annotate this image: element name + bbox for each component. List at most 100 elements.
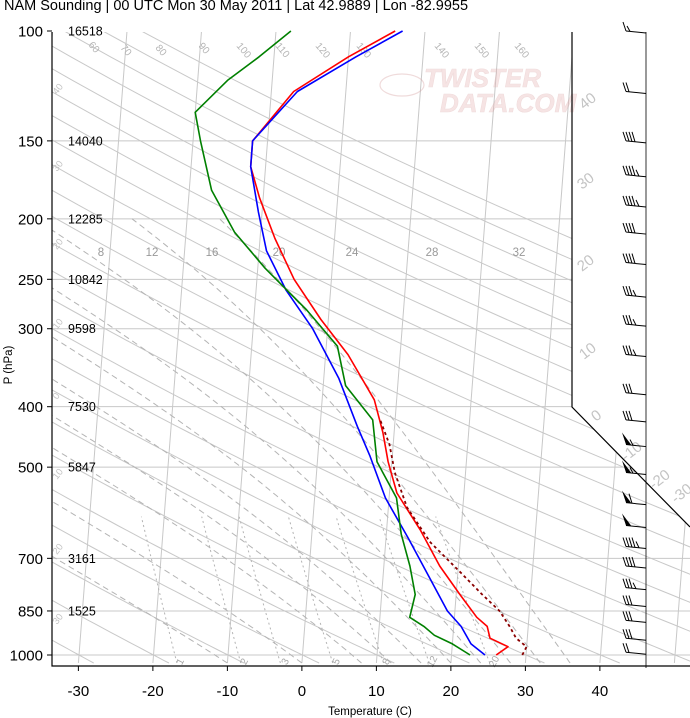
barb-feather bbox=[622, 595, 627, 605]
barb-feather bbox=[622, 556, 627, 567]
wind-barb bbox=[622, 432, 647, 448]
mixing-ratio-label: 20 bbox=[487, 654, 502, 669]
theta-label: 120 bbox=[313, 41, 332, 61]
barb-feather bbox=[628, 629, 633, 639]
x-tick-label: -20 bbox=[142, 683, 164, 700]
theta-label: 100 bbox=[234, 41, 253, 61]
y-tick-label: 200 bbox=[18, 211, 43, 228]
dry-adiabat-label: 40 bbox=[576, 89, 600, 113]
wind-barb bbox=[622, 21, 647, 34]
x-tick-label: 0 bbox=[298, 683, 306, 700]
axis-frame bbox=[51, 32, 690, 667]
barb-feather bbox=[632, 289, 637, 297]
barb-feather bbox=[625, 315, 630, 325]
mixing-ratio-label: 12 bbox=[425, 654, 440, 669]
mixing-ratio-label: 28 bbox=[426, 247, 439, 259]
barb-flag bbox=[622, 490, 631, 503]
wind-barb bbox=[622, 490, 647, 506]
barb-feather bbox=[635, 541, 640, 548]
barb-feather bbox=[625, 578, 630, 589]
barb-staff bbox=[625, 545, 647, 549]
watermark-text: DATA.COM bbox=[440, 88, 578, 118]
mixing-ratio-label: 3 bbox=[280, 656, 293, 666]
theta-label: 130 bbox=[354, 41, 373, 61]
barb-feather bbox=[622, 315, 627, 325]
isotherm bbox=[226, 32, 277, 664]
wind-barb bbox=[622, 595, 647, 608]
y-tick-label: 100 bbox=[18, 24, 43, 41]
dry-adiabat bbox=[52, 32, 470, 664]
barb-feather bbox=[625, 222, 630, 233]
barb-feather bbox=[622, 629, 627, 639]
barb-feather bbox=[635, 169, 640, 177]
barb-staff bbox=[625, 565, 647, 569]
barb-feather bbox=[622, 195, 627, 206]
barb-feather bbox=[628, 345, 633, 356]
isotherm bbox=[524, 32, 575, 664]
height-label: 5847 bbox=[68, 461, 96, 475]
barb-feather bbox=[625, 82, 630, 92]
barb-feather bbox=[622, 82, 627, 92]
theta-label: 90 bbox=[196, 41, 212, 57]
wind-barb bbox=[622, 556, 647, 569]
wind-barb bbox=[622, 345, 647, 358]
isotherm bbox=[301, 32, 351, 664]
height-label: 10842 bbox=[68, 273, 103, 287]
theta-label: 140 bbox=[432, 41, 451, 61]
mixing-ratio-label: 5 bbox=[331, 656, 344, 666]
barb-feather bbox=[625, 595, 630, 605]
wind-barb bbox=[622, 410, 647, 423]
dry-adiabat bbox=[52, 32, 395, 664]
height-label: 3161 bbox=[68, 552, 96, 566]
sounding-traces bbox=[194, 30, 528, 656]
barb-feather bbox=[622, 643, 627, 653]
theta-label: 80 bbox=[153, 43, 169, 59]
barb-feather bbox=[625, 131, 630, 142]
parcel-trace bbox=[249, 30, 486, 656]
barb-staff bbox=[625, 392, 647, 396]
mixing-ratio-line bbox=[287, 516, 334, 664]
barb-feather bbox=[622, 131, 627, 142]
theta-label: 150 bbox=[472, 41, 491, 61]
y-tick-label: 500 bbox=[18, 460, 43, 477]
barb-feather bbox=[628, 556, 633, 567]
barb-feather bbox=[635, 199, 640, 207]
y-tick-label: 850 bbox=[18, 603, 43, 620]
barb-feather bbox=[625, 195, 630, 206]
dry-adiabat bbox=[52, 32, 690, 664]
isotherm bbox=[673, 32, 690, 664]
dry-adiabat bbox=[52, 32, 320, 664]
dry-adiabat-label: 20 bbox=[574, 251, 598, 275]
barb-staff bbox=[625, 444, 647, 448]
wind-barb bbox=[622, 643, 647, 655]
barb-feather bbox=[622, 578, 627, 588]
wind-barb bbox=[622, 460, 647, 476]
barb-feather bbox=[625, 629, 630, 639]
virtual-temperature-trace bbox=[379, 419, 528, 656]
dry-adiabat bbox=[52, 32, 690, 664]
x-tick-label: 40 bbox=[592, 683, 609, 700]
barb-feather bbox=[625, 253, 630, 263]
isotherm bbox=[450, 32, 500, 664]
theta-label: 60 bbox=[86, 40, 102, 56]
dry-adiabat bbox=[52, 32, 545, 664]
dry-adiabat bbox=[63, 32, 690, 664]
barb-panel-edge bbox=[571, 32, 690, 528]
wind-barb bbox=[622, 222, 647, 235]
dry-adiabat bbox=[52, 32, 690, 664]
barb-feather bbox=[622, 285, 627, 296]
barb-feather bbox=[628, 595, 633, 606]
barb-feather bbox=[622, 611, 627, 621]
x-axis-label: Temperature (C) bbox=[328, 706, 412, 718]
barb-feather bbox=[628, 493, 633, 504]
barb-feather bbox=[632, 582, 637, 589]
dry-adiabat-label: 0 bbox=[588, 407, 605, 426]
barb-feather bbox=[628, 383, 633, 394]
wind-barb-column bbox=[622, 21, 647, 668]
mixing-ratio-line bbox=[201, 516, 242, 664]
isotherm-label: 40 bbox=[51, 82, 66, 97]
barb-feather bbox=[631, 165, 636, 176]
barb-feather bbox=[628, 285, 633, 296]
height-label: 9598 bbox=[68, 322, 96, 336]
barb-feather bbox=[625, 643, 630, 653]
